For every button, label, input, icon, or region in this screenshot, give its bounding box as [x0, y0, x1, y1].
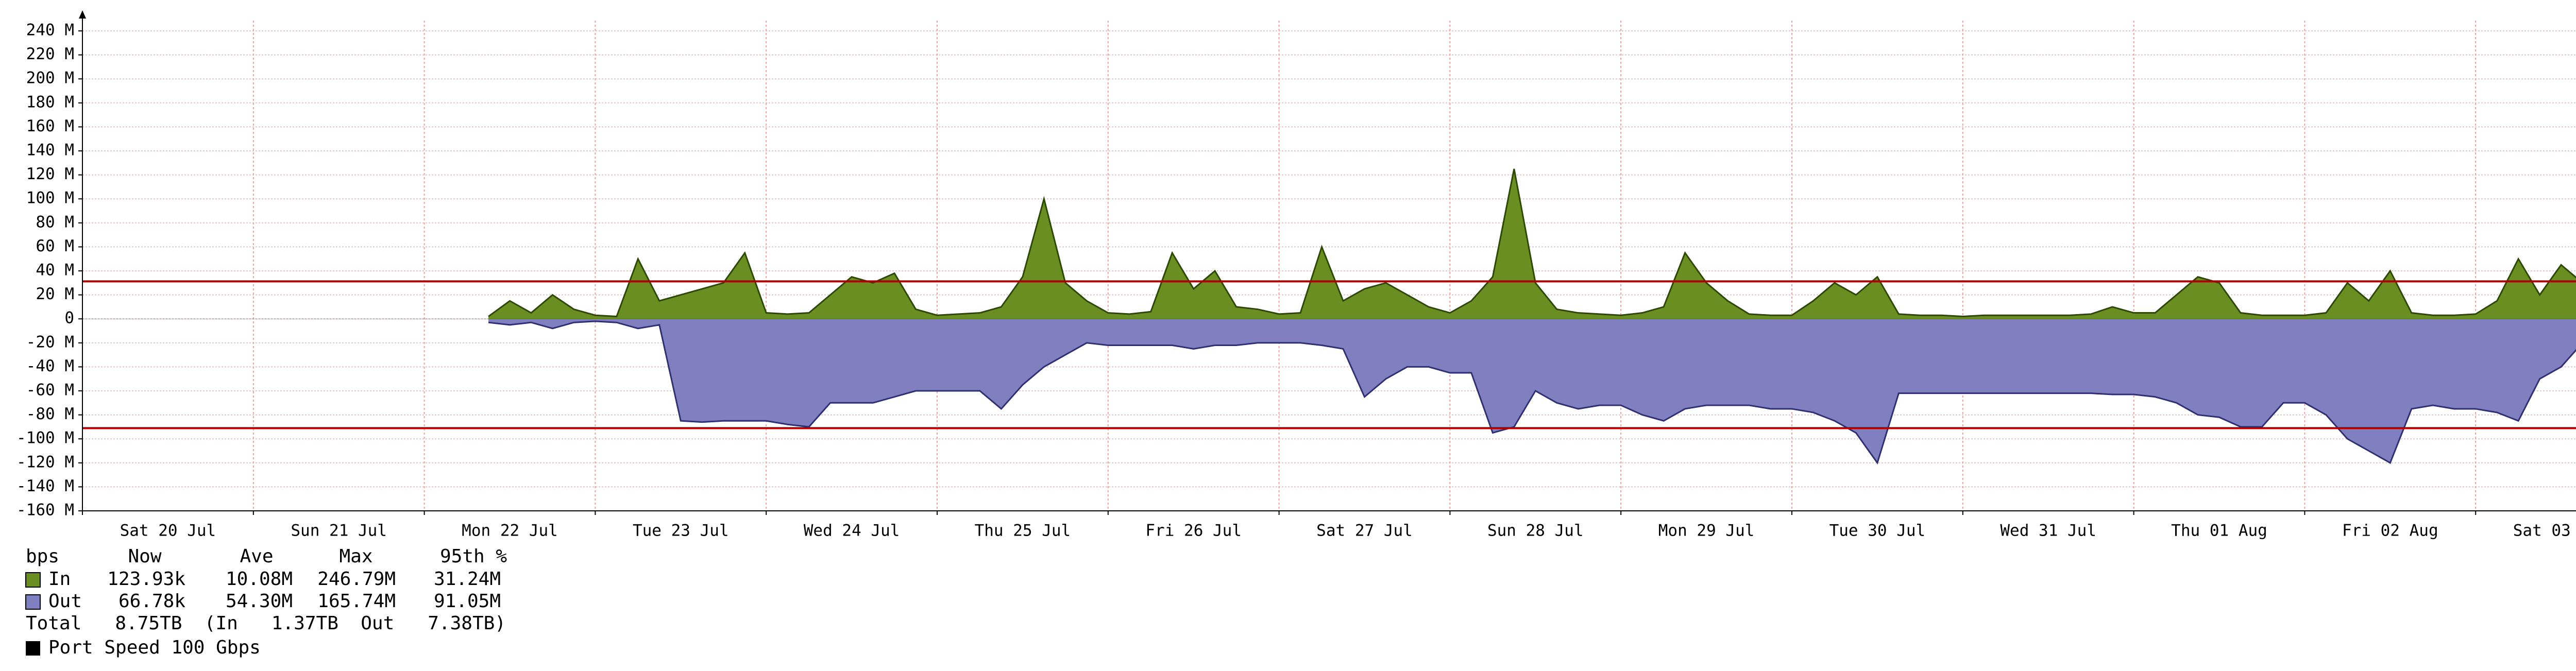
x-tick-label: Thu 01 Aug: [2171, 522, 2267, 540]
overlay: [78, 10, 2576, 515]
x-tick-label: Tue 23 Jul: [633, 522, 729, 540]
stats-header: Now: [128, 546, 161, 567]
stats-header: Max: [339, 546, 372, 567]
area-edge: [488, 320, 2576, 465]
unit-label: bps: [26, 546, 59, 567]
y-tick-label: 140 M: [26, 141, 74, 160]
x-tick-label: Wed 24 Jul: [804, 522, 900, 540]
x-tick-label: Wed 31 Jul: [2000, 522, 2096, 540]
x-tick-label: Sun 21 Jul: [291, 522, 387, 540]
y-tick-label: -20 M: [26, 333, 74, 351]
x-tick-label: Mon 22 Jul: [462, 522, 558, 540]
stats-header: Ave: [240, 546, 273, 567]
stats-value: 246.79M: [317, 569, 396, 590]
y-tick-label: 60 M: [36, 237, 74, 255]
y-tick-label: 120 M: [26, 165, 74, 183]
y-tick-label: 0: [64, 309, 74, 328]
y-tick-label: -100 M: [16, 429, 74, 448]
stats-value: 31.24M: [434, 569, 501, 590]
x-tick-label: Fri 02 Aug: [2342, 522, 2438, 540]
area: [488, 319, 2576, 463]
legend-swatch: [25, 594, 41, 610]
y-tick-label: 220 M: [26, 45, 74, 63]
y-tick-label: -60 M: [26, 381, 74, 400]
x-tick-label: Sat 27 Jul: [1316, 522, 1413, 540]
x-tick-label: Sun 28 Jul: [1487, 522, 1584, 540]
y-axis-arrow: [79, 10, 86, 19]
port-speed-swatch: [26, 641, 40, 656]
plot: [488, 168, 2576, 465]
stats-header: 95th %: [440, 546, 507, 567]
area: [488, 168, 2576, 319]
x-tick-label: Tue 30 Jul: [1829, 522, 1926, 540]
y-tick-label: 180 M: [26, 93, 74, 111]
x-tick-label: Sat 03 Aug: [2513, 522, 2576, 540]
y-tick-label: 160 M: [26, 117, 74, 135]
stats-value: 10.08M: [226, 569, 293, 590]
y-tick-label: 100 M: [26, 189, 74, 208]
area-edge: [488, 168, 2576, 318]
legend-label: Out: [48, 591, 82, 612]
x-tick-label: Mon 29 Jul: [1658, 522, 1755, 540]
stats-value: 54.30M: [226, 591, 293, 612]
y-tick-label: -120 M: [16, 453, 74, 471]
y-tick-label: 240 M: [26, 21, 74, 40]
y-tick-label: 20 M: [36, 285, 74, 303]
legend-swatch: [25, 572, 41, 588]
x-tick-label: Thu 25 Jul: [975, 522, 1071, 540]
y-tick-label: 200 M: [26, 69, 74, 88]
stats-value: 165.74M: [317, 591, 396, 612]
stats-value: 66.78k: [118, 591, 185, 612]
stats-value: 123.93k: [107, 569, 185, 590]
total: Total 8.75TB (In 1.37TB Out 7.38TB): [26, 613, 506, 634]
legend-label: In: [48, 569, 71, 590]
y-tick-label: -140 M: [16, 477, 74, 495]
x-tick-label: Sat 20 Jul: [120, 522, 216, 540]
stats-value: 91.05M: [434, 591, 501, 612]
port-speed: Port Speed 100 Gbps: [48, 637, 261, 658]
x-tick-label: Fri 26 Jul: [1145, 522, 1242, 540]
y-tick-label: -80 M: [26, 405, 74, 423]
y-tick-label: -40 M: [26, 357, 74, 375]
y-tick-label: -160 M: [16, 501, 74, 520]
y-tick-label: 80 M: [36, 213, 74, 231]
y-tick-label: 40 M: [36, 261, 74, 280]
